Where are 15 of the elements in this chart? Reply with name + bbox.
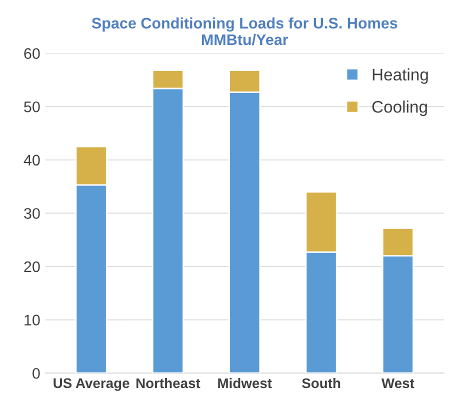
x-tick-label: Midwest	[218, 378, 272, 388]
x-tick-label: West	[381, 378, 414, 388]
y-tick-label: 10	[24, 314, 40, 326]
legend-label: Heating	[372, 68, 428, 84]
y-tick-label: 50	[24, 101, 40, 112]
x-tick-label: South	[302, 378, 340, 388]
y-tick-label: 20	[24, 261, 40, 272]
x-tick-label: Northeast	[136, 378, 200, 388]
legend-label: Cooling	[372, 100, 427, 116]
y-tick-label: 60	[24, 48, 40, 59]
x-tick-label: US Average	[54, 378, 130, 391]
y-tick-label: 30	[24, 208, 40, 219]
chart-title: Space Conditioning Loads for U.S. Homes MMBtu/Year	[92, 17, 398, 46]
y-tick-label: 0	[32, 368, 40, 379]
y-tick-label: 40	[24, 154, 40, 166]
